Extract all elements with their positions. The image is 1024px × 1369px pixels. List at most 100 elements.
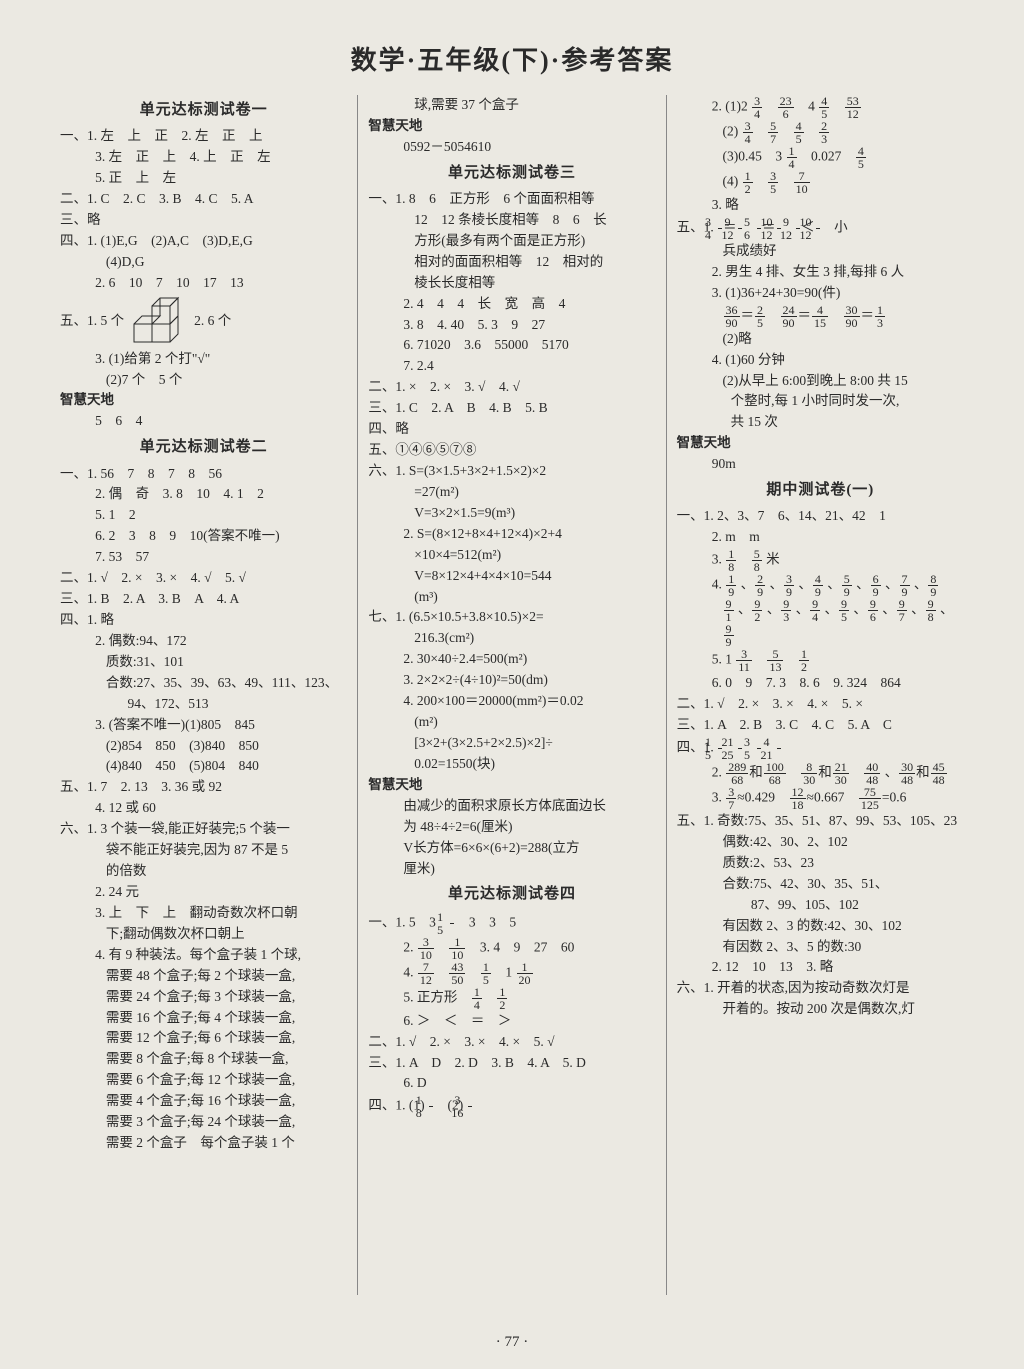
text-line: (m³) <box>368 587 655 608</box>
text-line: 相对的面面积相等 12 相对的 <box>368 252 655 273</box>
section-title-1: 单元达标测试卷一 <box>60 99 347 122</box>
text-line: 6. D <box>368 1073 655 1094</box>
text-line: 二、1. C 2. C 3. B 4. C 5. A <box>60 189 347 210</box>
column-1: 单元达标测试卷一 一、1. 左 上 正 2. 左 正 上 3. 左 正 上 4.… <box>50 95 357 1295</box>
fraction: 39 <box>784 573 794 598</box>
text-line: [3×2+(3×2.5+2×2.5)×2]÷ <box>368 733 655 754</box>
text-line: 216.3(cm²) <box>368 628 655 649</box>
column-2: 球,需要 37 个盒子 智慧天地 0592－5054610 单元达标测试卷三 一… <box>357 95 665 1295</box>
text-line: 需要 3 个盒子;每 24 个球装一盒, <box>60 1112 347 1133</box>
text-line: 一、1. 左 上 正 2. 左 正 上 <box>60 126 347 147</box>
text-line: 有因数 2、3、5 的数:30 <box>677 937 964 958</box>
frac-line: 一、1. 5 3 15 3 3 5 <box>368 911 655 936</box>
frac-line: 5. 正方形 14 12 <box>368 986 655 1011</box>
frac-line: 2. (1)2 34 236 4 45 5312 <box>677 95 964 120</box>
text-line: 2. 6 个 <box>194 311 231 332</box>
text-line: 合数:75、42、30、35、51、 <box>677 874 964 895</box>
text-line: 2. 6 10 7 10 17 13 <box>60 273 347 294</box>
text-line: 4. 有 9 种装法。每个盒子装 1 个球, <box>60 945 347 966</box>
text-line: 2. 30×40÷2.4=500(m²) <box>368 649 655 670</box>
frac-line: 2. 310 110 3. 4 9 27 60 <box>368 936 655 961</box>
text-line: 2. 男生 4 排、女生 3 排,每排 6 人 <box>677 262 964 283</box>
text-line: 4. (1)60 分钟 <box>677 350 964 371</box>
text-line: (2)7 个 5 个 <box>60 370 347 391</box>
text-line: 3. (答案不唯一)(1)805 845 <box>60 715 347 736</box>
cube-line: 五、1. 5 个 2. 6 个 <box>60 294 347 349</box>
text-line: (2)从早上 6:00到晚上 8:00 共 15 <box>677 371 964 392</box>
fraction: 99 <box>724 623 734 648</box>
text-line: 87、99、105、102 <box>677 895 964 916</box>
text-line: 94、172、513 <box>60 694 347 715</box>
frac-line: 四、1. 15 2125 35 421 <box>677 736 964 761</box>
text-line: 7. 53 57 <box>60 547 347 568</box>
text-line: 2. 偶数:94、172 <box>60 631 347 652</box>
page-title: 数学·五年级(下)·参考答案 <box>50 40 974 77</box>
text-line: 2. m m <box>677 527 964 548</box>
text-line: 5. 1 2 <box>60 505 347 526</box>
fraction: 96 <box>868 598 878 623</box>
frac-line: 4. 712 4350 15 1 120 <box>368 961 655 986</box>
text-line: 3. (1)36+24+30=90(件) <box>677 283 964 304</box>
fraction: 98 <box>926 598 936 623</box>
frac-line: (2) 34 57 45 23 <box>677 120 964 145</box>
text-line: 一、1. 2、3、7 6、14、21、42 1 <box>677 506 964 527</box>
text-line: 球,需要 37 个盒子 <box>368 95 655 116</box>
fraction: 94 <box>810 598 820 623</box>
fraction: 91 <box>724 598 734 623</box>
text-line: ×10×4=512(m²) <box>368 545 655 566</box>
frac-line: 5. 1 311 513 12 <box>677 648 964 673</box>
fraction: 89 <box>928 573 938 598</box>
text-line: (4)840 450 (5)804 840 <box>60 756 347 777</box>
text-line: (2)854 850 (3)840 850 <box>60 736 347 757</box>
text-line: 2. S=(8×12+8×4+12×4)×2+4 <box>368 524 655 545</box>
text-line: (4)D,G <box>60 252 347 273</box>
text-line: 3. 略 <box>677 195 964 216</box>
section-title-3: 单元达标测试卷三 <box>368 162 655 185</box>
text-line: 为 48÷4÷2=6(厘米) <box>368 817 655 838</box>
text-line: 六、1. 开着的状态,因为按动奇数次灯是 <box>677 978 964 999</box>
text-line: 3. 2×2×2÷(4÷10)²=50(dm) <box>368 670 655 691</box>
text-line: 偶数:42、30、2、102 <box>677 832 964 853</box>
text-line: 七、1. (6.5×10.5+3.8×10.5)×2= <box>368 607 655 628</box>
text-line: (2)略 <box>677 329 964 350</box>
fraction: 93 <box>781 598 791 623</box>
text-line: =27(m²) <box>368 482 655 503</box>
text-line: (m²) <box>368 712 655 733</box>
text-line: 二、1. √ 2. × 3. × 4. √ 5. √ <box>60 568 347 589</box>
text-line: 需要 48 个盒子;每 2 个球装一盒, <box>60 966 347 987</box>
columns: 单元达标测试卷一 一、1. 左 上 正 2. 左 正 上 3. 左 正 上 4.… <box>50 95 974 1295</box>
text-line: 开着的。按动 200 次是偶数次,灯 <box>677 999 964 1020</box>
text-line: 3. 左 正 上 4. 上 正 左 <box>60 147 347 168</box>
frac-line: 3. 37≈0.429 1218≈0.667 75125=0.6 <box>677 786 964 811</box>
text-line: 五、1. 7 2. 13 3. 36 或 92 <box>60 777 347 798</box>
text-line: 二、1. √ 2. × 3. × 4. × 5. × <box>677 694 964 715</box>
text-line: 质数:2、53、23 <box>677 853 964 874</box>
text-line: 五、①④⑥⑤⑦⑧ <box>368 440 655 461</box>
fraction: 79 <box>900 573 910 598</box>
text-line: 智慧天地 <box>60 390 347 411</box>
text-line: 袋不能正好装完,因为 87 不是 5 <box>60 840 347 861</box>
text-line: 个整时,每 1 小时同时发一次, <box>677 391 964 412</box>
text-line: 需要 16 个盒子;每 4 个球装一盒, <box>60 1008 347 1029</box>
text-line: 质数:31、101 <box>60 652 347 673</box>
frac-line: 五、1. 34＝912 56＝1012 912＜1012 小 <box>677 216 964 241</box>
text-line: 6. 71020 3.6 55000 5170 <box>368 335 655 356</box>
text-line: 的倍数 <box>60 861 347 882</box>
text-line: 合数:27、35、39、63、49、111、123、 <box>60 673 347 694</box>
text-line: 五、1. 5 个 <box>60 311 124 332</box>
text-line: 6. 2 3 8 9 10(答案不唯一) <box>60 526 347 547</box>
text-line: 六、1. 3 个装一袋,能正好装完;5 个装一 <box>60 819 347 840</box>
cube-icon <box>124 294 194 349</box>
frac-line: 4. 19 、29 、39 、49 、59 、69 、79 、89 <box>677 573 964 598</box>
page: 数学·五年级(下)·参考答案 单元达标测试卷一 一、1. 左 上 正 2. 左 … <box>0 0 1024 1369</box>
text-line: V长方体=6×6×(6+2)=288(立方 <box>368 838 655 859</box>
text-line: 12 12 条棱长度相等 8 6 长 <box>368 210 655 231</box>
frac-line: 91 、92 、93 、94 、95 、96 、97 、98 、99 <box>677 598 964 648</box>
text-line: 需要 8 个盒子;每 8 个球装一盒, <box>60 1049 347 1070</box>
text-line: 需要 2 个盒子 每个盒子装 1 个 <box>60 1133 347 1154</box>
text-line: 有因数 2、3 的数:42、30、102 <box>677 916 964 937</box>
fraction: 15 <box>450 911 454 936</box>
frac-line: 3690＝25 2490＝415 3090＝13 <box>677 304 964 329</box>
frac-line: (3)0.45 3 14 0.027 45 <box>677 145 964 170</box>
text-line: 四、略 <box>368 419 655 440</box>
